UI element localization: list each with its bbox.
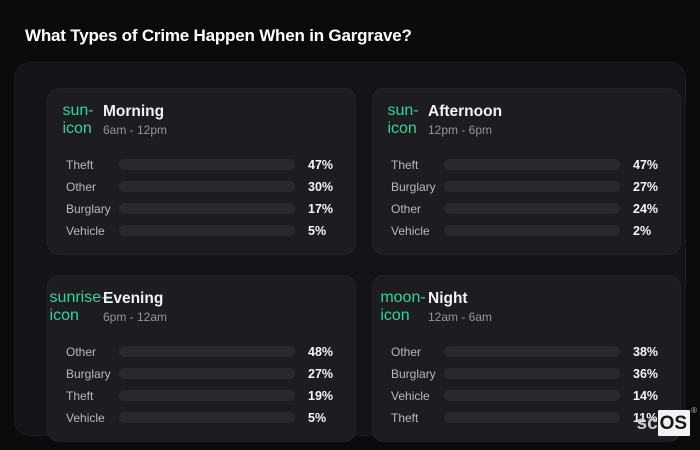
crime-bar-row: Theft 19% bbox=[66, 385, 337, 407]
card-header: sunrise-icon Evening 6pm - 12am bbox=[50, 289, 337, 324]
bar-track bbox=[119, 159, 295, 171]
scos-logo-prefix: sc bbox=[636, 413, 658, 434]
sun-icon: sun-icon bbox=[62, 102, 93, 137]
percentage-value: 24% bbox=[633, 201, 659, 216]
crime-type-label: Vehicle bbox=[391, 223, 430, 238]
crime-bar-row: Burglary 17% bbox=[66, 198, 337, 220]
bar-track bbox=[444, 225, 620, 237]
crime-type-label: Vehicle bbox=[66, 410, 105, 425]
page-title: What Types of Crime Happen When in Gargr… bbox=[25, 26, 412, 45]
percentage-value: 19% bbox=[308, 388, 334, 403]
percentage-value: 2% bbox=[633, 223, 652, 238]
crime-bar-row: Theft 47% bbox=[391, 154, 662, 176]
time-period-title: Evening bbox=[103, 289, 164, 307]
percentage-value: 27% bbox=[633, 179, 659, 194]
bar-track bbox=[444, 159, 620, 171]
sunrise-icon: sunrise-icon bbox=[50, 289, 107, 324]
bar-track bbox=[444, 368, 620, 380]
crime-bar-row: Burglary 36% bbox=[391, 363, 662, 385]
crime-type-label: Vehicle bbox=[66, 223, 105, 238]
crime-bar-row: Theft 11% bbox=[391, 407, 662, 429]
bar-track bbox=[119, 181, 295, 193]
registered-trademark-icon: ® bbox=[691, 406, 697, 415]
time-range-label: 12am - 6am bbox=[428, 309, 493, 324]
crime-bar-row: Burglary 27% bbox=[66, 363, 337, 385]
time-period-card: sun-icon Afternoon 12pm - 6pm Theft 47% … bbox=[372, 88, 681, 255]
bar-track bbox=[444, 181, 620, 193]
crime-bar-row: Theft 47% bbox=[66, 154, 337, 176]
bar-track bbox=[119, 203, 295, 215]
time-period-card: sunrise-icon Evening 6pm - 12am Other 48… bbox=[47, 274, 356, 442]
crime-type-label: Theft bbox=[66, 157, 94, 172]
moon-icon: moon-icon bbox=[380, 289, 425, 324]
time-period-card: sun-icon Morning 6am - 12pm Theft 47% Ot… bbox=[47, 88, 356, 255]
percentage-value: 36% bbox=[633, 366, 659, 381]
percentage-value: 48% bbox=[308, 344, 334, 359]
percentage-value: 47% bbox=[633, 157, 659, 172]
bar-track bbox=[119, 390, 295, 402]
bar-list: Theft 47% Burglary 27% Other 24% Vehicle… bbox=[391, 154, 662, 242]
crime-bar-row: Other 24% bbox=[391, 198, 662, 220]
percentage-value: 38% bbox=[633, 344, 659, 359]
crime-bar-row: Other 38% bbox=[391, 341, 662, 363]
bar-track bbox=[119, 346, 295, 358]
crime-type-label: Theft bbox=[391, 157, 419, 172]
crime-bar-row: Vehicle 2% bbox=[391, 220, 662, 242]
scos-logo-suffix: OS bbox=[657, 410, 691, 436]
card-heading-text: Evening 6pm - 12am bbox=[103, 290, 167, 324]
crime-bar-row: Vehicle 5% bbox=[66, 220, 337, 242]
crime-type-label: Theft bbox=[66, 388, 94, 403]
bar-track bbox=[119, 225, 295, 237]
percentage-value: 5% bbox=[308, 223, 327, 238]
time-range-label: 6pm - 12am bbox=[103, 309, 168, 324]
bar-track bbox=[444, 346, 620, 358]
crime-type-label: Vehicle bbox=[391, 388, 430, 403]
sun-icon: sun-icon bbox=[387, 102, 418, 137]
card-header: sun-icon Afternoon 12pm - 6pm bbox=[387, 102, 662, 137]
percentage-value: 5% bbox=[308, 410, 327, 425]
bar-track bbox=[444, 203, 620, 215]
card-heading-text: Morning 6am - 12pm bbox=[103, 103, 167, 137]
card-header: sun-icon Morning 6am - 12pm bbox=[62, 102, 337, 137]
bar-track bbox=[119, 368, 295, 380]
percentage-value: 17% bbox=[308, 201, 334, 216]
time-range-label: 6am - 12pm bbox=[103, 122, 168, 137]
bar-list: Other 48% Burglary 27% Theft 19% Vehicle… bbox=[66, 341, 337, 429]
percentage-value: 47% bbox=[308, 157, 334, 172]
crime-bar-row: Other 30% bbox=[66, 176, 337, 198]
percentage-value: 11% bbox=[633, 410, 658, 425]
bar-list: Theft 47% Other 30% Burglary 17% Vehicle… bbox=[66, 154, 337, 242]
scos-logo: sc OS ® bbox=[636, 406, 697, 436]
percentage-value: 27% bbox=[308, 366, 334, 381]
bar-list: Other 38% Burglary 36% Vehicle 14% Theft… bbox=[391, 341, 662, 429]
crime-type-label: Other bbox=[66, 179, 97, 194]
crime-bar-row: Other 48% bbox=[66, 341, 337, 363]
crime-type-label: Burglary bbox=[66, 201, 111, 216]
card-header: moon-icon Night 12am - 6am bbox=[380, 289, 662, 324]
crime-bar-row: Vehicle 14% bbox=[391, 385, 662, 407]
crime-type-label: Other bbox=[391, 201, 422, 216]
card-heading-text: Afternoon 12pm - 6pm bbox=[428, 103, 502, 137]
bar-track bbox=[444, 390, 620, 402]
time-range-label: 12pm - 6pm bbox=[428, 122, 493, 137]
time-period-title: Afternoon bbox=[428, 103, 503, 120]
time-period-title: Morning bbox=[103, 103, 165, 120]
crime-type-label: Burglary bbox=[391, 366, 436, 381]
crime-type-label: Other bbox=[391, 344, 422, 359]
crime-type-label: Other bbox=[66, 344, 97, 359]
bar-track bbox=[119, 412, 295, 424]
crime-type-label: Burglary bbox=[66, 366, 111, 381]
bar-track bbox=[444, 412, 620, 424]
time-period-title: Night bbox=[428, 289, 468, 307]
dashboard-panel: sun-icon Morning 6am - 12pm Theft 47% Ot… bbox=[14, 62, 686, 442]
card-heading-text: Night 12am - 6am bbox=[428, 290, 492, 324]
percentage-value: 14% bbox=[633, 388, 659, 403]
crime-bar-row: Burglary 27% bbox=[391, 176, 662, 198]
crime-bar-row: Vehicle 5% bbox=[66, 407, 337, 429]
crime-type-label: Burglary bbox=[391, 179, 436, 194]
percentage-value: 30% bbox=[308, 179, 334, 194]
crime-type-label: Theft bbox=[391, 410, 419, 425]
time-period-card: moon-icon Night 12am - 6am Other 38% Bur… bbox=[372, 274, 681, 442]
